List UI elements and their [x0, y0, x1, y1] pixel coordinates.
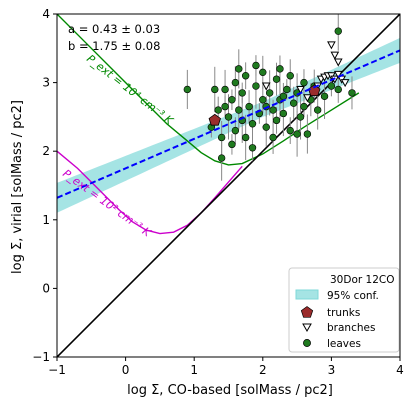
- branch-point: [340, 79, 350, 88]
- fit-parameter-a: a = 0.43 ± 0.03: [68, 22, 160, 36]
- leaf-point: [300, 102, 308, 111]
- leaf-point: [320, 92, 329, 101]
- leaf-point: [269, 106, 277, 114]
- branch-point: [327, 41, 336, 50]
- branch-point: [333, 58, 343, 67]
- leaf-point: [228, 140, 236, 149]
- leaf-point: [248, 144, 257, 152]
- branch-point: [303, 94, 312, 103]
- leaf-point: [279, 109, 288, 118]
- leaf-point: [241, 133, 250, 142]
- leaf-point: [286, 72, 294, 80]
- x-tick-label: 4: [396, 363, 404, 377]
- leaf-point: [238, 89, 246, 97]
- legend-label-trunks: trunks: [327, 307, 360, 319]
- x-tick-label: 0: [122, 363, 130, 377]
- branch-point: [296, 85, 305, 95]
- leaf-point: [235, 65, 243, 73]
- leaf-point: [214, 106, 222, 114]
- leaf-point: [259, 96, 267, 104]
- leaf-point: [252, 61, 260, 70]
- leaf-point: [217, 133, 226, 142]
- leaf-point: [296, 113, 305, 121]
- legend-band-swatch: [295, 289, 319, 300]
- leaf-point: [313, 106, 322, 114]
- legend-branch-marker: [302, 323, 312, 333]
- leaf-point: [262, 123, 270, 131]
- pressure-label-high: P_ext = 10⁴ cm⁻³ K: [84, 52, 176, 128]
- leaf-point: [231, 126, 240, 135]
- plot-frame: [56, 13, 401, 358]
- leaf-point: [269, 133, 277, 142]
- x-tick-label: 1: [190, 363, 198, 377]
- leaf-point: [248, 120, 257, 128]
- leaf-point: [283, 85, 291, 94]
- x-tick-label: 3: [328, 363, 336, 377]
- x-tick-label: 2: [259, 363, 267, 377]
- axes: −1 0 1 2 3 4 −1 0 1 2 3 4: [32, 7, 404, 377]
- trunk-point: [208, 113, 221, 126]
- leaf-point: [327, 82, 336, 90]
- fit-parameter-b: b = 1.75 ± 0.08: [68, 39, 160, 53]
- leaf-point: [235, 106, 243, 114]
- plot-content: [57, 14, 400, 357]
- x-axis-label: log Σ, CO-based [solMass / pc2]: [127, 383, 333, 398]
- leaf-point: [348, 89, 356, 97]
- x-tick-label: −1: [48, 363, 66, 377]
- branch-point: [333, 70, 343, 79]
- fit-line: [57, 49, 400, 199]
- legend-trunk-marker: [300, 306, 314, 318]
- leaf-point: [228, 96, 236, 104]
- leaf-point: [272, 75, 281, 83]
- leaf-point: [286, 126, 294, 135]
- leaf-point: [300, 78, 308, 87]
- y-tick-label: 3: [42, 76, 50, 90]
- one-to-one-line: [57, 14, 400, 357]
- legend-label-leaves: leaves: [327, 338, 361, 350]
- y-tick-label: 4: [42, 7, 50, 21]
- y-tick-label: 1: [42, 213, 50, 227]
- leaf-point: [217, 154, 226, 162]
- leaf-point: [265, 89, 274, 97]
- leaf-point: [221, 85, 229, 94]
- leaf-point: [252, 82, 260, 90]
- leaf-point: [276, 65, 284, 73]
- leaf-point: [272, 116, 281, 125]
- leaf-point: [334, 27, 342, 35]
- leaf-point: [245, 102, 253, 111]
- leaf-point: [303, 130, 312, 138]
- branch-point: [261, 82, 271, 91]
- legend: 30Dor 12CO 95% conf. trunks branches lea…: [288, 267, 400, 353]
- legend-leaf-marker: [303, 339, 311, 347]
- leaf-point: [259, 68, 267, 77]
- legend-label-band: 95% conf.: [327, 290, 379, 302]
- leaf-point: [334, 85, 342, 94]
- legend-label-branches: branches: [327, 322, 375, 334]
- legend-title: 30Dor 12CO: [330, 274, 394, 286]
- y-tick-label: −1: [32, 350, 50, 364]
- leaf-point: [279, 92, 288, 101]
- y-tick-label: 2: [42, 144, 50, 158]
- branch-point: [330, 51, 340, 60]
- leaf-point: [183, 85, 192, 94]
- plot-area: [57, 14, 400, 357]
- leaf-point: [231, 78, 240, 87]
- leaf-point: [211, 85, 219, 94]
- leaf-point: [289, 99, 298, 107]
- pressure-curve-low: [57, 150, 243, 235]
- leaf-point: [241, 72, 250, 80]
- leaf-point: [221, 102, 229, 111]
- y-axis-label: log Σ, virial [solMass / pc2]: [10, 100, 25, 274]
- leaf-point: [224, 113, 233, 121]
- legend-frame: [288, 267, 400, 353]
- y-tick-label: 0: [42, 281, 50, 295]
- leaf-point: [293, 130, 301, 138]
